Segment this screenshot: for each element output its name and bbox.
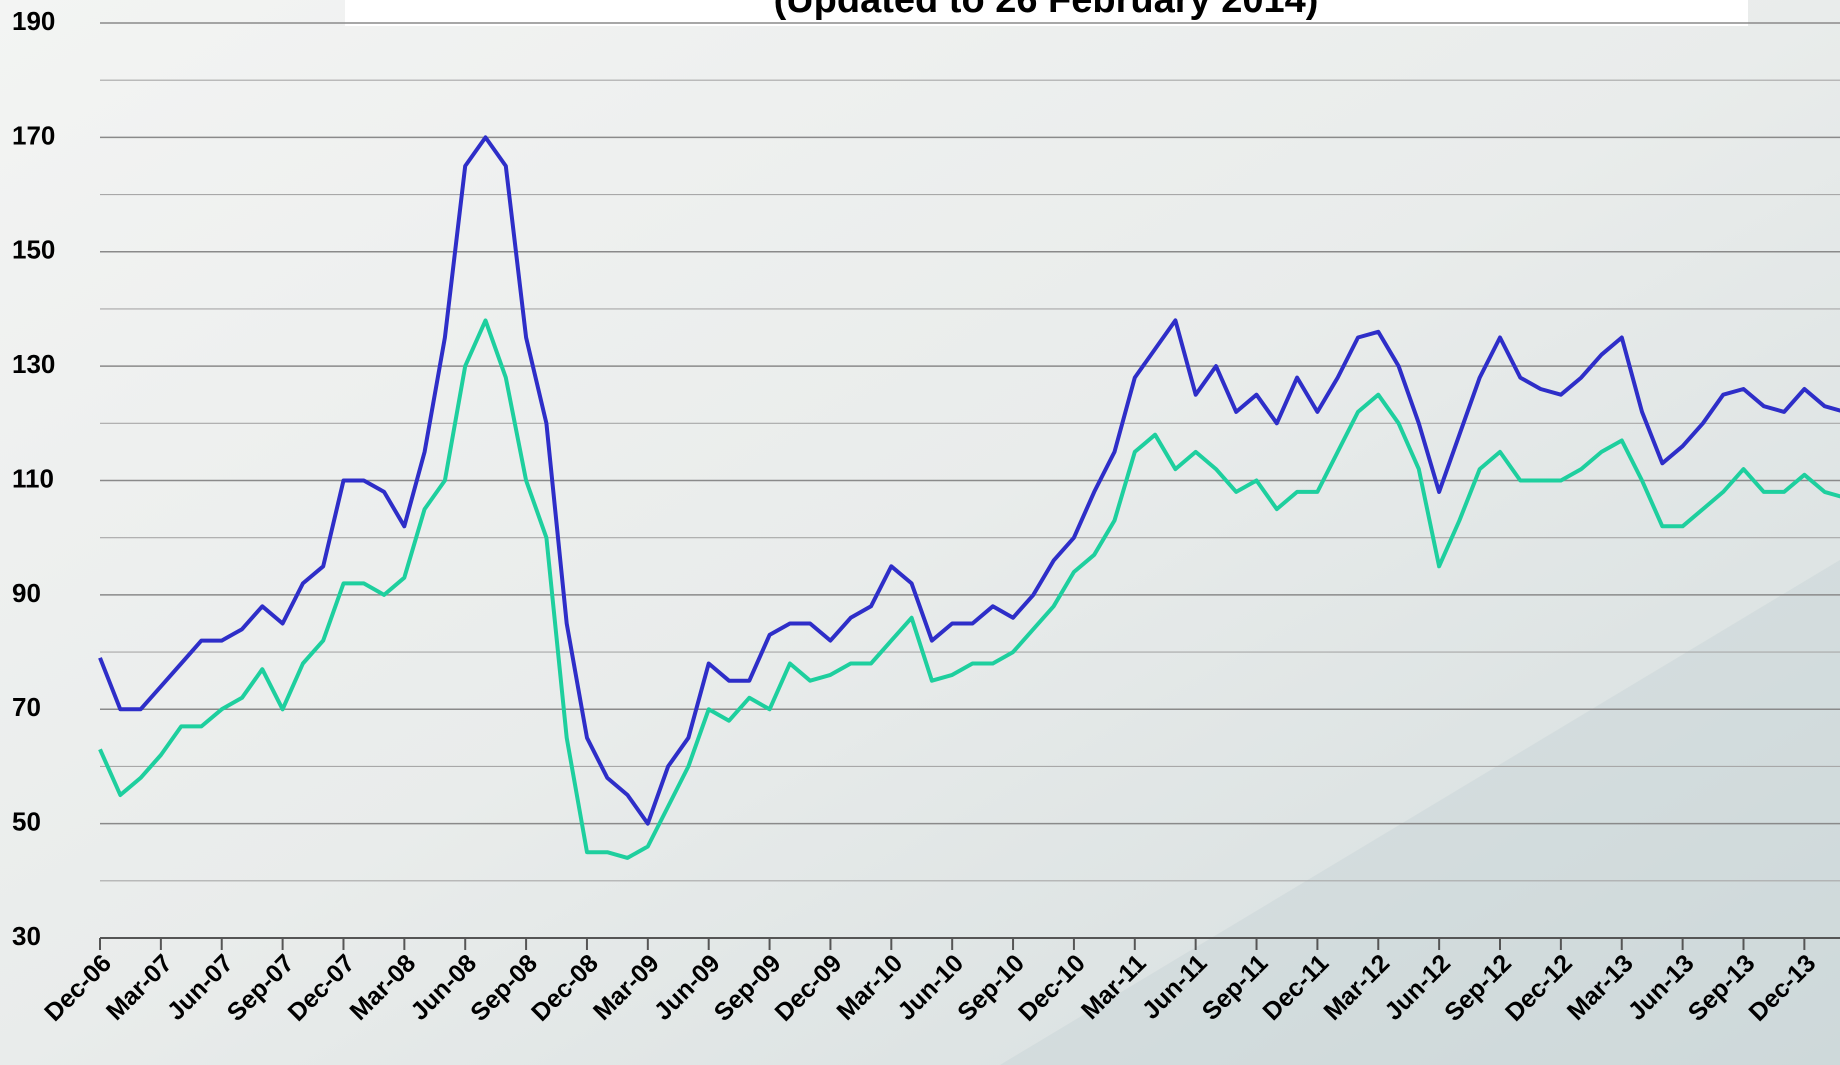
y-tick-label: 150 [12, 235, 55, 265]
series-line [98, 135, 1840, 826]
plot [98, 135, 1840, 860]
y-tick-label: 110 [12, 463, 54, 493]
y-tick-label: 170 [12, 120, 55, 150]
y-tick-label: 50 [12, 807, 41, 837]
y-tick-label: 130 [12, 349, 55, 379]
y-tick-label: 190 [12, 6, 55, 36]
y-tick-label: 70 [12, 692, 41, 722]
y-tick-label: 90 [12, 578, 41, 608]
series-line [98, 318, 1840, 860]
y-tick-label: 30 [12, 921, 41, 951]
title-box [345, 0, 1748, 26]
chart-subtitle: (Updated to 26 February 2014) [774, 0, 1319, 21]
